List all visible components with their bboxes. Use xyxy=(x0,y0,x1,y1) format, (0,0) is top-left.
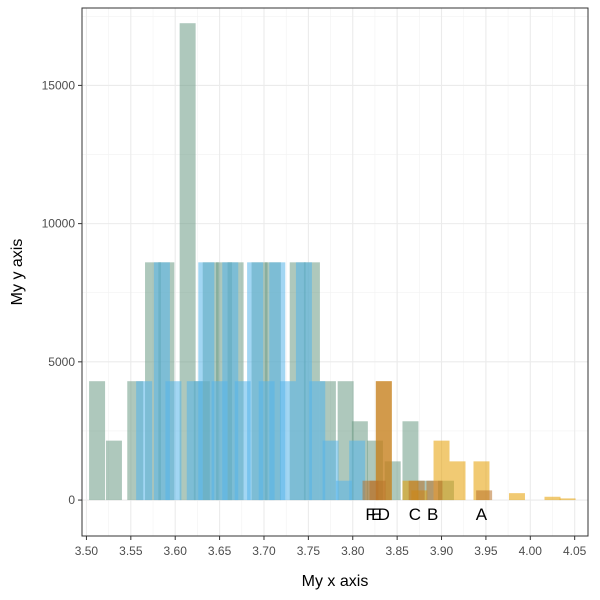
y-axis: 0 5000 10000 15000 xyxy=(42,78,82,507)
bars xyxy=(89,23,576,501)
annotations: FED C B A xyxy=(365,505,487,524)
bar-series-4 xyxy=(426,480,443,501)
x-tick-label: 4.00 xyxy=(519,544,543,558)
x-tick-label: 3.50 xyxy=(75,544,99,558)
bar-series-3 xyxy=(349,440,366,501)
bar-series-3 xyxy=(295,262,312,501)
bar-series-3 xyxy=(335,480,352,501)
x-axis: 3.50 3.55 3.60 3.65 3.70 3.75 3.80 3.85 3.90 3.95… xyxy=(75,536,587,558)
y-tick-label: 10000 xyxy=(42,217,76,231)
x-tick-label: 3.85 xyxy=(385,544,409,558)
bar-series-3 xyxy=(165,381,182,501)
bar-series-3 xyxy=(309,381,326,501)
bar-series-2 xyxy=(508,493,525,501)
bar-series-1 xyxy=(402,421,419,501)
x-tick-label: 3.80 xyxy=(341,544,365,558)
bar-series-1 xyxy=(105,440,122,501)
bar-series-4 xyxy=(476,490,493,501)
x-tick-label: 3.70 xyxy=(252,544,276,558)
x-tick-label: 3.55 xyxy=(119,544,143,558)
annotation-label: E xyxy=(371,505,382,524)
annotation-label: D xyxy=(378,505,390,524)
bar-series-1 xyxy=(179,23,196,501)
y-axis-title: My y axis xyxy=(9,239,26,306)
annotation-label: B xyxy=(427,505,438,524)
annotation-label: A xyxy=(476,505,488,524)
bar-series-4 xyxy=(408,480,425,501)
x-tick-label: 3.75 xyxy=(297,544,321,558)
y-tick-label: 15000 xyxy=(42,78,76,92)
bar-series-3 xyxy=(234,381,251,501)
x-tick-label: 4.05 xyxy=(563,544,587,558)
bar-series-3 xyxy=(322,440,339,501)
bar-series-2 xyxy=(559,498,576,501)
x-tick-label: 3.95 xyxy=(474,544,498,558)
bar-series-1 xyxy=(89,381,106,501)
x-tick-label: 3.65 xyxy=(208,544,232,558)
bar-series-4 xyxy=(375,381,392,501)
bar-series-3 xyxy=(279,381,296,501)
bar-series-2 xyxy=(449,461,466,501)
x-tick-label: 3.90 xyxy=(430,544,454,558)
bar-series-3 xyxy=(136,381,153,501)
bar-series-3 xyxy=(198,262,215,501)
annotation-label: F xyxy=(365,505,375,524)
bar-series-3 xyxy=(222,262,239,501)
x-axis-title: My x axis xyxy=(302,573,369,590)
plot-border xyxy=(81,7,589,537)
y-tick-label: 5000 xyxy=(48,355,75,369)
bar-series-4 xyxy=(369,480,386,501)
annotation-label: C xyxy=(409,505,421,524)
bar-series-2 xyxy=(544,496,561,501)
x-tick-label: 3.60 xyxy=(164,544,188,558)
y-tick-label: 0 xyxy=(68,493,75,507)
